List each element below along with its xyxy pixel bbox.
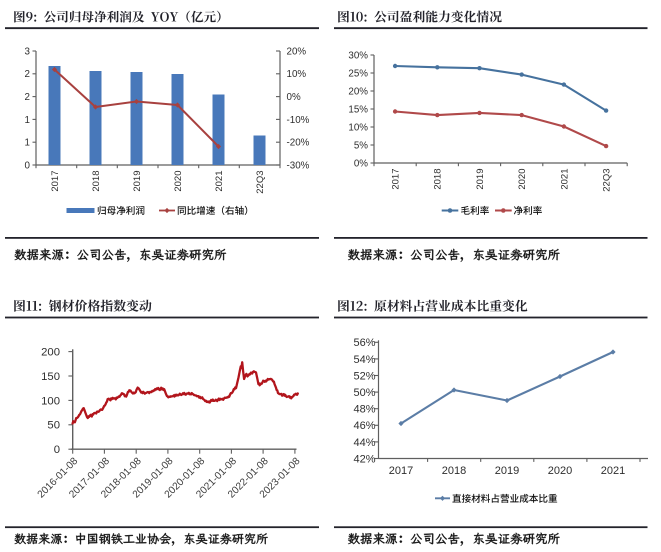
svg-text:20%: 20% — [348, 86, 368, 97]
svg-text:2021: 2021 — [601, 465, 625, 477]
svg-text:50%: 50% — [353, 387, 375, 399]
svg-text:2: 2 — [25, 92, 30, 103]
svg-text:2017: 2017 — [391, 169, 402, 190]
svg-text:0%: 0% — [354, 158, 368, 169]
svg-text:2020: 2020 — [173, 171, 184, 192]
svg-text:0: 0 — [54, 444, 60, 456]
svg-text:1: 1 — [25, 138, 30, 149]
svg-text:2017: 2017 — [50, 171, 61, 192]
svg-text:-20%: -20% — [287, 138, 310, 149]
svg-text:56%: 56% — [353, 337, 375, 349]
svg-text:48%: 48% — [353, 404, 375, 416]
svg-text:44%: 44% — [353, 437, 375, 449]
svg-text:2017: 2017 — [389, 465, 413, 477]
svg-text:15%: 15% — [348, 104, 368, 115]
svg-text:2018: 2018 — [433, 169, 444, 190]
svg-text:22Q3: 22Q3 — [602, 169, 613, 192]
svg-text:52%: 52% — [353, 370, 375, 382]
svg-text:2018: 2018 — [442, 465, 466, 477]
svg-text:100: 100 — [41, 395, 60, 407]
svg-text:2021: 2021 — [214, 171, 225, 192]
svg-text:25%: 25% — [348, 68, 368, 79]
svg-text:20%: 20% — [287, 46, 307, 57]
svg-text:46%: 46% — [353, 420, 375, 432]
svg-text:2021: 2021 — [559, 169, 570, 190]
svg-text:200: 200 — [41, 347, 60, 359]
svg-text:0: 0 — [25, 160, 31, 171]
svg-text:150: 150 — [41, 371, 60, 383]
svg-text:54%: 54% — [353, 354, 375, 366]
svg-text:-30%: -30% — [287, 160, 310, 171]
svg-text:2: 2 — [25, 69, 30, 80]
svg-text:3: 3 — [25, 46, 31, 57]
svg-text:5%: 5% — [354, 140, 368, 151]
svg-text:10%: 10% — [348, 122, 368, 133]
svg-text:2020: 2020 — [517, 169, 528, 190]
svg-text:22Q3: 22Q3 — [255, 171, 266, 194]
svg-text:30%: 30% — [348, 50, 368, 61]
svg-text:50: 50 — [47, 420, 60, 432]
svg-text:2018: 2018 — [91, 171, 102, 192]
svg-text:2019: 2019 — [475, 169, 486, 190]
svg-text:2019: 2019 — [495, 465, 519, 477]
svg-text:2019: 2019 — [132, 171, 143, 192]
svg-text:1: 1 — [25, 115, 30, 126]
svg-text:-10%: -10% — [287, 115, 310, 126]
svg-text:0%: 0% — [287, 92, 301, 103]
svg-text:42%: 42% — [353, 453, 375, 465]
svg-text:2020: 2020 — [548, 465, 572, 477]
svg-text:10%: 10% — [287, 69, 307, 80]
